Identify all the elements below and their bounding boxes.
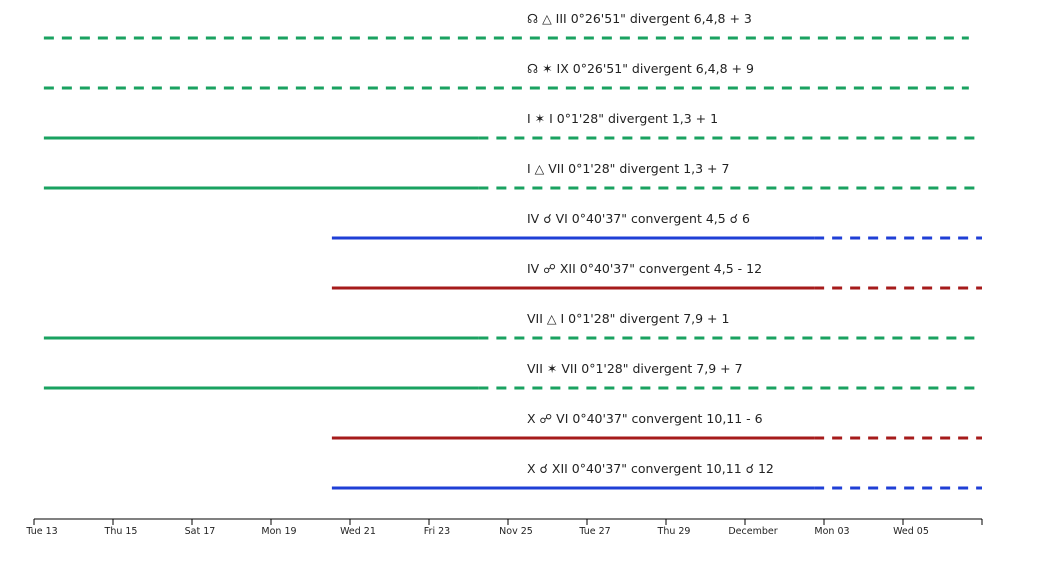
aspect-row: I ✶ I 0°1'28" divergent 1,3 + 1 [43, 111, 982, 140]
x-tick-label: Sat 17 [185, 526, 216, 537]
x-tick-label: Thu 29 [657, 526, 691, 537]
x-tick-label: Nov 25 [499, 526, 533, 537]
x-tick-label: Thu 15 [104, 526, 138, 537]
x-axis: Tue 13 Thu 15 Sat 17 Mon 19 Wed 21 Fri 23 Nov … [25, 518, 983, 537]
x-tick-label: Mon 03 [814, 526, 849, 537]
aspect-label: ☊ ✶ IX 0°26'51" divergent 6,4,8 + 9 [527, 61, 754, 76]
x-tick-label: Fri 23 [424, 526, 450, 537]
aspect-row: X ☌ XII 0°40'37" convergent 10,11 ☌ 12 [331, 461, 982, 490]
x-tick-label: Mon 19 [261, 526, 296, 537]
aspect-rows: ☊ △ III 0°26'51" divergent 6,4,8 + 3 ☊ ✶ … [43, 11, 982, 490]
aspect-label: X ☍ VI 0°40'37" convergent 10,11 - 6 [527, 411, 763, 426]
aspect-row: ☊ △ III 0°26'51" divergent 6,4,8 + 3 [43, 11, 969, 40]
aspect-label: IV ☌ VI 0°40'37" convergent 4,5 ☌ 6 [527, 211, 750, 226]
aspect-row: I △ VII 0°1'28" divergent 1,3 + 7 [43, 161, 982, 190]
aspect-row: X ☍ VI 0°40'37" convergent 10,11 - 6 [331, 411, 982, 440]
aspect-label: ☊ △ III 0°26'51" divergent 6,4,8 + 3 [527, 11, 752, 26]
aspect-row: VII △ I 0°1'28" divergent 7,9 + 1 [43, 311, 982, 340]
aspect-label: VII ✶ VII 0°1'28" divergent 7,9 + 7 [527, 361, 743, 376]
aspect-label: VII △ I 0°1'28" divergent 7,9 + 1 [527, 311, 729, 326]
x-tick-label: December [728, 526, 777, 537]
x-tick-label: Wed 21 [340, 526, 376, 537]
aspect-row: ☊ ✶ IX 0°26'51" divergent 6,4,8 + 9 [43, 61, 969, 90]
aspect-label: X ☌ XII 0°40'37" convergent 10,11 ☌ 12 [527, 461, 774, 476]
aspect-label: I ✶ I 0°1'28" divergent 1,3 + 1 [527, 111, 718, 126]
aspect-row: IV ☌ VI 0°40'37" convergent 4,5 ☌ 6 [331, 211, 982, 240]
aspect-label: I △ VII 0°1'28" divergent 1,3 + 7 [527, 161, 729, 176]
aspect-row: VII ✶ VII 0°1'28" divergent 7,9 + 7 [43, 361, 982, 390]
aspect-row: IV ☍ XII 0°40'37" convergent 4,5 - 12 [331, 261, 982, 290]
x-tick-label: Wed 05 [893, 526, 929, 537]
x-tick-label: Tue 13 [25, 526, 57, 537]
x-tick-label: Tue 27 [578, 526, 610, 537]
aspect-label: IV ☍ XII 0°40'37" convergent 4,5 - 12 [527, 261, 762, 276]
